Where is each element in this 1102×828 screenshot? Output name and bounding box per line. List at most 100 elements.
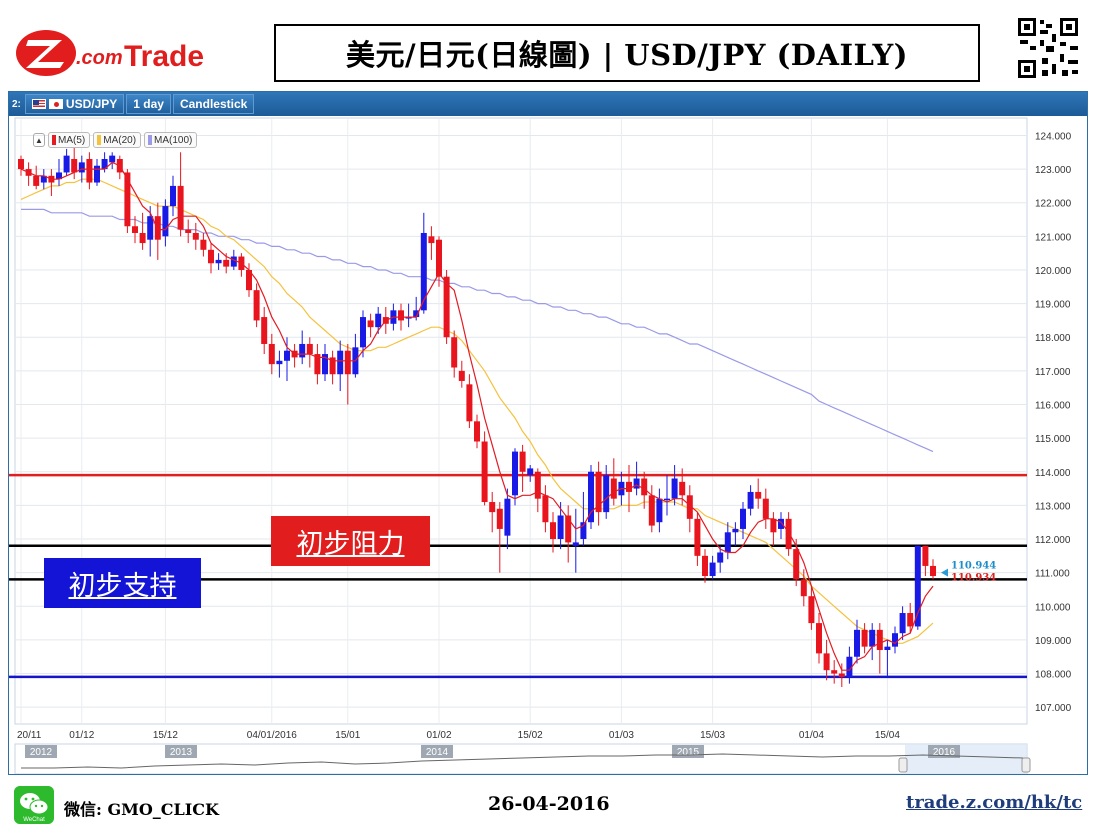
candle-body xyxy=(702,555,708,577)
indicator-legend: ▲ MA(5) MA(20) MA(100) xyxy=(33,132,198,148)
candle xyxy=(18,155,24,176)
candle xyxy=(428,226,435,260)
candle-body xyxy=(519,451,526,472)
navigator-year-label: 2014 xyxy=(426,747,449,758)
candle-body xyxy=(314,354,321,375)
navigator-year-badge xyxy=(421,745,453,758)
candle-body xyxy=(694,518,701,556)
candle xyxy=(565,505,572,563)
legend-ma100[interactable]: MA(100) xyxy=(144,132,198,148)
candle-body xyxy=(823,653,830,671)
y-tick-label: 108.000 xyxy=(1035,670,1072,681)
candle-body xyxy=(930,565,936,577)
candle xyxy=(892,626,898,654)
candle xyxy=(147,206,154,257)
navigator-line xyxy=(21,753,1024,769)
candle xyxy=(854,619,860,664)
candle xyxy=(268,333,275,375)
candle-body xyxy=(527,468,534,476)
timeframe-selector[interactable]: 1 day xyxy=(126,94,171,114)
y-tick-label: 117.000 xyxy=(1035,367,1071,378)
candle-body xyxy=(109,155,116,163)
candle-body xyxy=(778,518,784,529)
candle-body xyxy=(846,656,853,677)
candle-body xyxy=(588,471,594,523)
candle-body xyxy=(907,613,914,627)
candle-body xyxy=(71,158,78,173)
candle xyxy=(306,337,313,368)
symbol-selector[interactable]: USD/JPY xyxy=(24,94,125,114)
candle xyxy=(664,475,670,516)
candle xyxy=(633,461,640,496)
title-box: 美元/日元(日線圖) | USD/JPY (DAILY) xyxy=(274,24,980,82)
candle xyxy=(762,488,769,529)
candle-body xyxy=(261,317,268,344)
qr-code-icon xyxy=(1016,16,1080,80)
x-tick-label: 04/01/2016 xyxy=(247,730,297,741)
candle xyxy=(884,639,891,677)
candle-body xyxy=(276,360,283,365)
y-tick-label: 120.000 xyxy=(1035,266,1072,277)
candle-body xyxy=(808,596,815,624)
candle xyxy=(481,431,488,506)
candle xyxy=(420,212,427,314)
candlestick-chart[interactable]: 124.000 123.000 122.000 121.000 120.000 119.0… xyxy=(9,92,1087,774)
candle xyxy=(246,263,252,297)
candle-body xyxy=(170,185,176,207)
candle xyxy=(63,148,70,176)
candle-body xyxy=(861,629,868,647)
candle xyxy=(603,465,610,519)
candle-body xyxy=(398,310,404,321)
candle-body xyxy=(367,320,374,328)
legend-ma5[interactable]: MA(5) xyxy=(48,132,91,148)
candle xyxy=(702,549,708,583)
candle xyxy=(344,343,351,405)
candle-body xyxy=(344,350,351,375)
candle-body xyxy=(253,290,260,321)
wechat-id: 微信: GMO_CLICK xyxy=(64,800,219,819)
candle xyxy=(755,478,762,509)
candle xyxy=(200,232,207,257)
candle-body xyxy=(86,158,93,183)
candle xyxy=(519,444,526,492)
candle-body xyxy=(208,249,214,264)
candle-body xyxy=(656,498,663,523)
candle-body xyxy=(337,350,344,375)
candle-body xyxy=(443,276,450,338)
legend-ma20[interactable]: MA(20) xyxy=(93,132,142,148)
candle xyxy=(208,243,214,274)
candle xyxy=(86,152,93,190)
candle-body xyxy=(185,229,192,233)
candle-body xyxy=(101,158,108,170)
website-link[interactable]: trade.z.com/hk/tc xyxy=(906,792,1083,813)
candle xyxy=(162,199,169,247)
candle-body xyxy=(147,216,154,240)
candle-body xyxy=(230,256,237,267)
candle xyxy=(170,175,176,217)
candle xyxy=(185,219,192,244)
candle xyxy=(534,468,541,513)
candle-body xyxy=(884,646,891,651)
candle xyxy=(367,313,374,338)
candle-body xyxy=(428,236,435,244)
y-tick-label: 111.000 xyxy=(1035,569,1070,580)
wechat-icon: WeChat xyxy=(14,786,54,824)
navigator-year-label: 2015 xyxy=(677,747,700,758)
candle-body xyxy=(94,165,100,183)
candle xyxy=(299,330,306,365)
candle-body xyxy=(534,471,541,499)
y-tick-label: 114.000 xyxy=(1035,468,1071,479)
chart-toolbar: 2: USD/JPY 1 day Candlestick xyxy=(9,92,1087,116)
collapse-legend-icon[interactable]: ▲ xyxy=(33,133,45,147)
candle-body xyxy=(641,478,648,496)
candle xyxy=(489,491,496,533)
candle xyxy=(907,602,914,634)
chart-style-selector[interactable]: Candlestick xyxy=(172,94,255,114)
candle-body xyxy=(215,259,222,264)
candle-body xyxy=(762,498,769,519)
candle-body xyxy=(436,239,442,277)
candle xyxy=(694,512,701,566)
candle xyxy=(770,512,777,546)
candle-body xyxy=(413,310,420,318)
candle-body xyxy=(200,239,207,250)
